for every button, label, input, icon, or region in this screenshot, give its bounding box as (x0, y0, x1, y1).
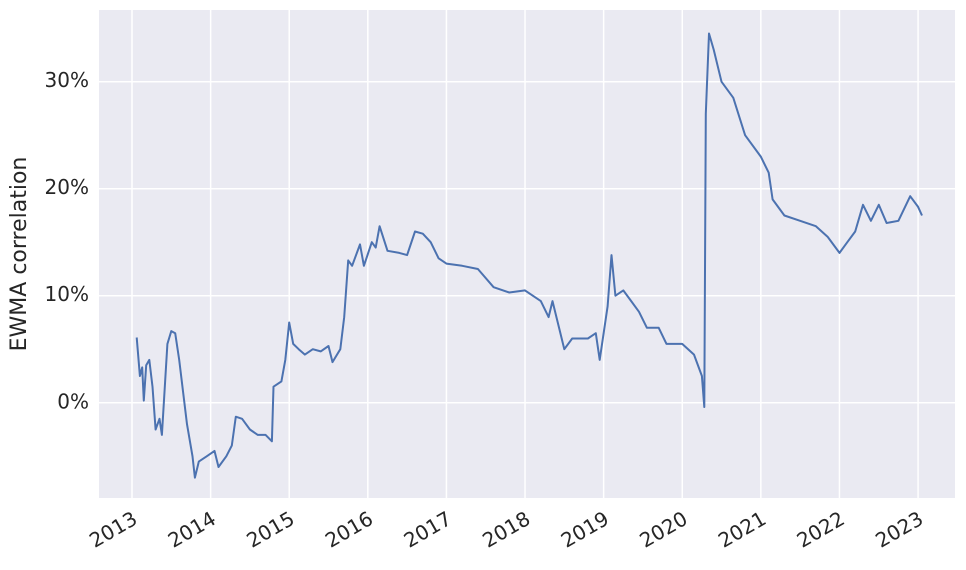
y-axis-label: EWMA correlation (7, 157, 32, 352)
line (135, 32, 923, 479)
x-tick-label: 2016 (321, 506, 377, 552)
y-tick-label: 10% (45, 282, 89, 306)
x-tick-label: 2021 (714, 506, 770, 552)
y-tick-label: 30% (45, 68, 89, 92)
x-tick-label: 2019 (557, 506, 613, 552)
plot-area (99, 10, 955, 498)
x-tick-label: 2020 (635, 506, 691, 552)
y-tick-label: 0% (57, 389, 89, 413)
x-tick-label: 2014 (164, 506, 220, 552)
x-tick-label: 2013 (85, 506, 141, 552)
x-tick-label: 2023 (871, 506, 927, 552)
x-tick-label: 2017 (400, 506, 456, 552)
x-tick-label: 2015 (242, 506, 298, 552)
x-tick-label: 2022 (793, 506, 849, 552)
x-tick-label: 2018 (478, 506, 534, 552)
y-tick-label: 20% (45, 175, 89, 199)
